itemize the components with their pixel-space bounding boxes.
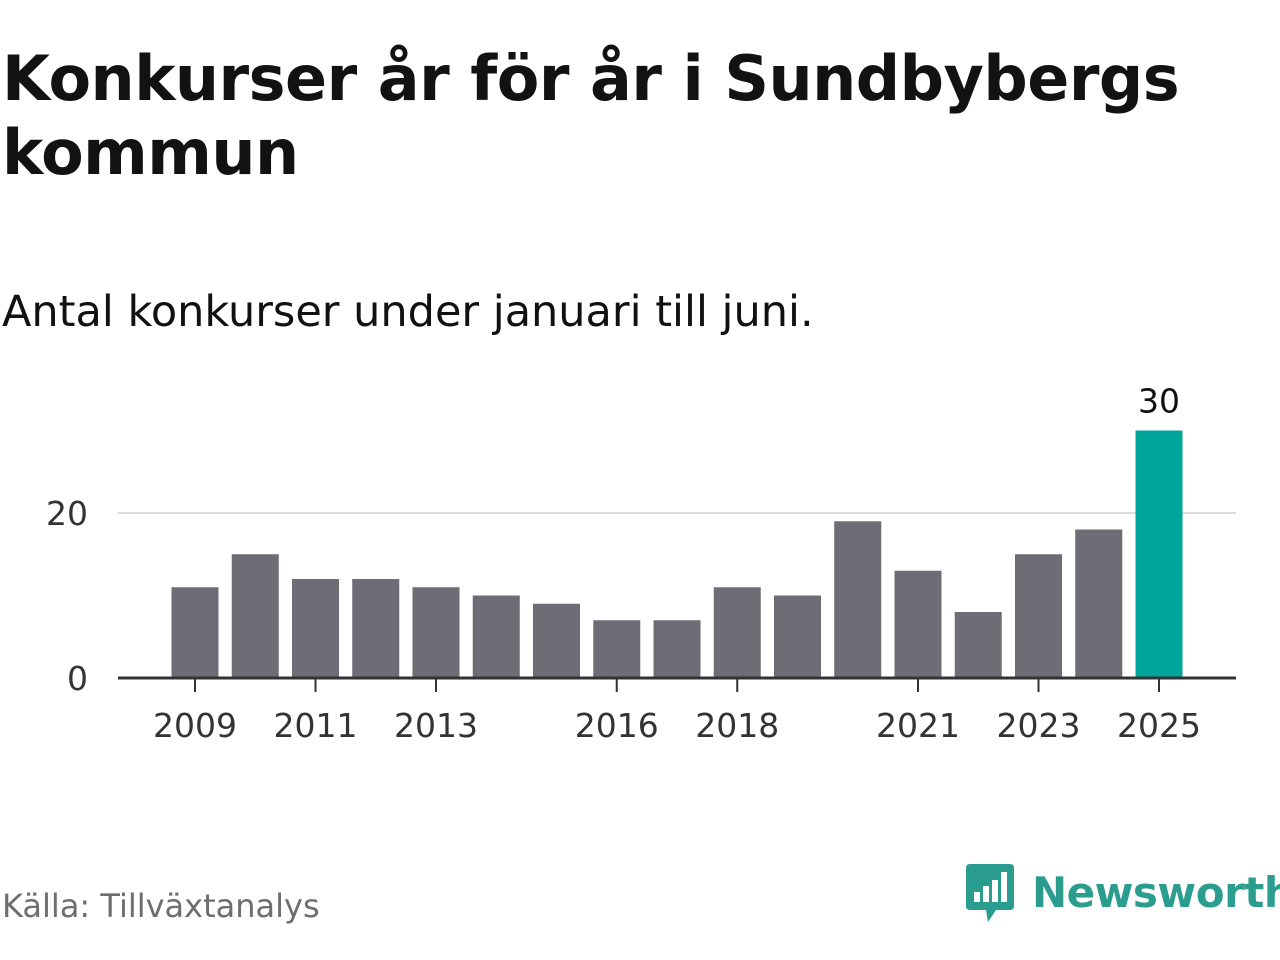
- bar: [774, 595, 821, 678]
- bar: [292, 579, 339, 678]
- bar: [412, 587, 460, 678]
- bar: [593, 620, 641, 678]
- x-tick-label: 2025: [1117, 706, 1201, 745]
- data-labels: 30: [1138, 382, 1180, 421]
- bar-chart: 0 20 2009 2011 2013 2016 2018 2021 2023 2025 30: [46, 382, 1236, 745]
- x-tick-label: 2018: [695, 706, 779, 745]
- bar: [954, 612, 1002, 678]
- bars: [171, 430, 1183, 678]
- x-tick-label: 2009: [153, 706, 237, 745]
- source-note: Källa: Tillväxtanalys: [2, 887, 320, 925]
- y-tick-labels: 0 20: [46, 494, 88, 698]
- data-label: 30: [1138, 382, 1180, 421]
- bar: [894, 570, 942, 678]
- chart-title: Konkurser år för år i Sundbybergs kommun: [2, 42, 1180, 189]
- x-tick-label: 2013: [394, 706, 478, 745]
- bar: [472, 595, 520, 678]
- bar: [1075, 529, 1123, 678]
- brand-logo: Newsworthy: [964, 862, 1280, 924]
- x-tick-label: 2011: [274, 706, 358, 745]
- x-tick-label: 2021: [876, 706, 960, 745]
- chart-subtitle: Antal konkurser under januari till juni.: [2, 287, 814, 337]
- x-tick-label: 2016: [575, 706, 659, 745]
- x-tick-label: 2023: [997, 706, 1081, 745]
- bar: [1015, 554, 1062, 678]
- newsworthy-bar-chart-speech-bubble-icon: [966, 864, 1014, 922]
- bar: [171, 587, 219, 678]
- bar: [352, 579, 400, 678]
- y-tick-label: 0: [67, 659, 88, 698]
- x-axis: [118, 676, 1236, 692]
- bar: [834, 521, 882, 678]
- bar: [653, 620, 701, 678]
- bar: [533, 603, 580, 678]
- bar: [713, 587, 761, 678]
- y-tick-label: 20: [46, 494, 88, 533]
- bar: [231, 554, 279, 678]
- x-tick-labels: 2009 2011 2013 2016 2018 2021 2023 2025: [153, 706, 1201, 745]
- bar-highlight: [1135, 430, 1183, 678]
- brand-name: Newsworthy: [1032, 868, 1280, 917]
